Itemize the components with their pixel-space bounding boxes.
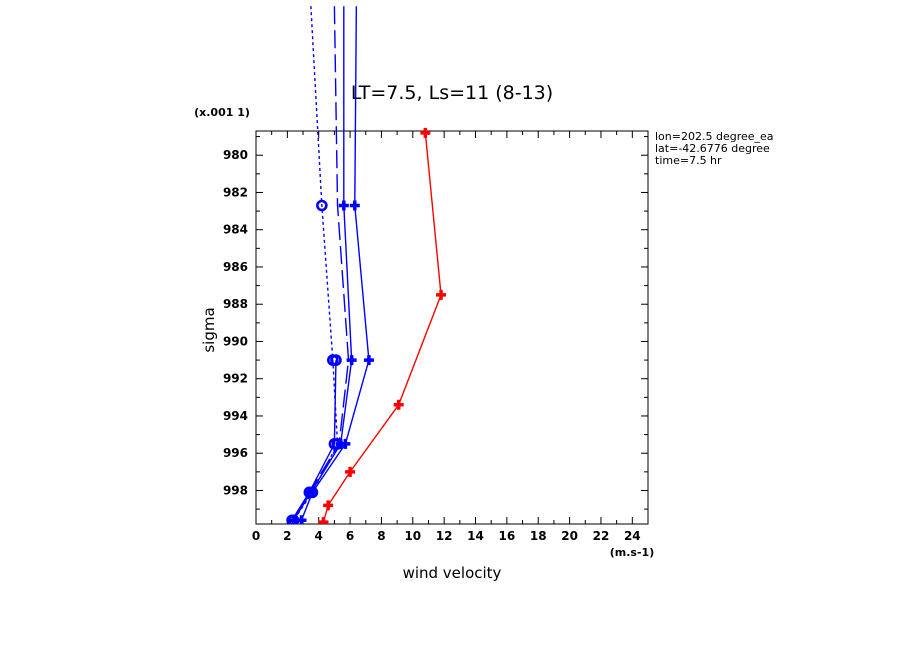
x-tick-label: 20 <box>561 529 578 543</box>
data-point <box>346 355 357 366</box>
x-tick-label: 6 <box>346 529 354 543</box>
x-unit-label: (m.s-1) <box>610 546 654 559</box>
y-tick-label: 994 <box>223 409 248 423</box>
y-tick-label: 986 <box>223 260 248 274</box>
x-tick-label: 22 <box>593 529 610 543</box>
data-point <box>331 438 344 450</box>
x-tick-label: 12 <box>436 529 453 543</box>
x-tick-label: 16 <box>499 529 516 543</box>
data-point <box>345 466 356 477</box>
data-point <box>306 486 319 499</box>
x-tick-label: 4 <box>315 529 323 543</box>
x-tick-label: 8 <box>377 529 385 543</box>
data-point <box>363 355 374 366</box>
data-point <box>393 399 404 410</box>
data-point <box>318 517 329 524</box>
y-tick-label: 998 <box>223 483 248 497</box>
series-0 <box>318 127 447 524</box>
x-tick-label: 0 <box>252 529 260 543</box>
x-tick-label: 10 <box>404 529 421 543</box>
annotation-line: lon=202.5 degree_ea <box>655 130 774 143</box>
series-layer <box>286 6 447 524</box>
data-point <box>323 500 334 511</box>
data-point <box>316 199 328 212</box>
x-tick-label: 2 <box>283 529 291 543</box>
series-3 <box>291 6 350 521</box>
data-point <box>349 200 360 211</box>
y-tick-label: 982 <box>223 185 248 199</box>
plot-frame <box>255 130 649 525</box>
y-tick-label: 990 <box>223 334 248 348</box>
annotation-line: lat=-42.6776 degree <box>655 142 770 155</box>
data-point <box>338 200 349 211</box>
x-axis-label: wind velocity <box>403 564 502 582</box>
x-tick-label: 14 <box>467 529 484 543</box>
axis-ticks: 0 2 4 6 8 10 12 14 16 18 20 22 249809829849869889909… <box>223 131 649 543</box>
y-tick-label: 984 <box>223 223 248 237</box>
data-point <box>436 289 447 300</box>
data-point <box>287 514 300 524</box>
x-tick-label: 24 <box>624 529 641 543</box>
x-tick-label: 18 <box>530 529 547 543</box>
series-line <box>322 132 442 523</box>
annotation-line: time=7.5 hr <box>655 154 722 167</box>
data-point <box>420 127 431 138</box>
chart-title: LT=7.5, Ls=11 (8-13) <box>351 82 553 104</box>
y-tick-label: 988 <box>223 297 248 311</box>
y-tick-label: 980 <box>223 148 248 162</box>
y-axis-label: sigma <box>200 307 218 352</box>
series-line <box>291 6 350 521</box>
series-5 <box>287 6 344 524</box>
y-tick-label: 996 <box>223 446 248 460</box>
y-scale-label: (x.001 1) <box>194 106 250 119</box>
data-point <box>327 354 339 366</box>
y-tick-label: 992 <box>223 372 248 386</box>
